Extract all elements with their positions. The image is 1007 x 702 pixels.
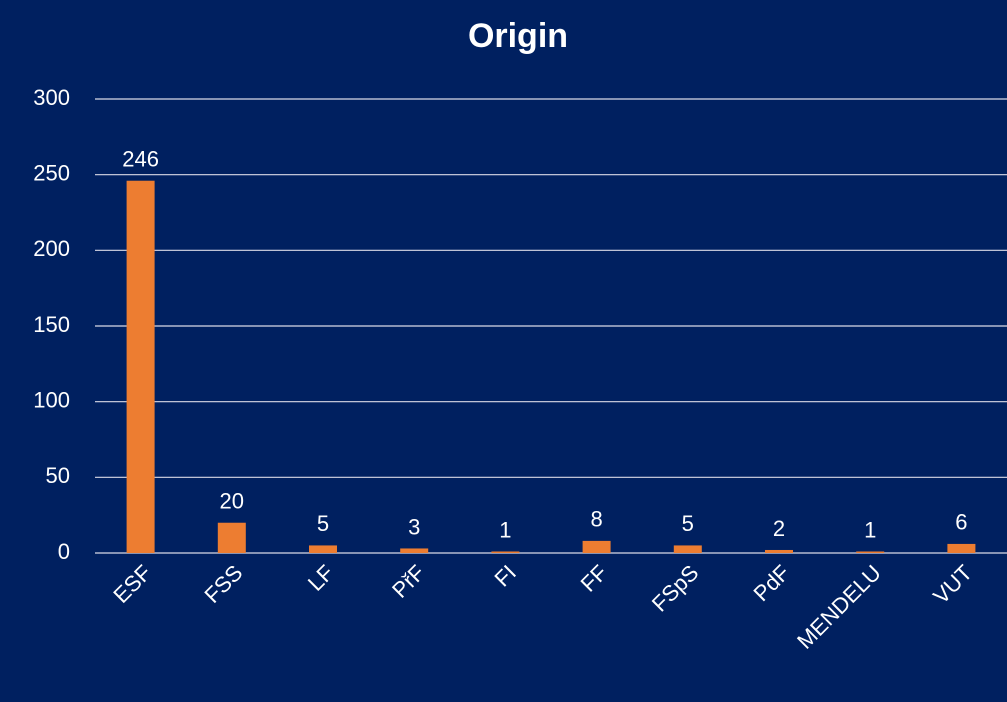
- y-tick-label: 0: [58, 539, 70, 564]
- y-tick-label: 300: [33, 85, 70, 110]
- bar: [126, 180, 155, 553]
- bar: [765, 549, 793, 553]
- y-tick-label: 150: [33, 312, 70, 337]
- bar: [491, 551, 520, 553]
- data-label: 246: [122, 147, 159, 172]
- bar: [582, 540, 611, 553]
- data-label: 2: [773, 516, 785, 541]
- data-label: 20: [220, 489, 244, 514]
- data-label: 6: [955, 510, 967, 535]
- y-tick-label: 100: [33, 387, 70, 412]
- y-tick-label: 50: [46, 463, 70, 488]
- y-tick-label: 200: [33, 236, 70, 261]
- bar: [217, 522, 246, 553]
- data-label: 8: [590, 507, 602, 532]
- bar: [673, 545, 702, 553]
- data-label: 1: [499, 517, 511, 542]
- bar: [947, 543, 976, 553]
- data-label: 1: [864, 517, 876, 542]
- bar: [400, 548, 429, 553]
- data-label: 5: [682, 511, 694, 536]
- data-label: 5: [317, 511, 329, 536]
- chart-title: Origin: [468, 17, 568, 55]
- y-tick-label: 250: [33, 160, 70, 185]
- data-label: 3: [408, 514, 420, 539]
- bar: [856, 551, 885, 553]
- bar: [309, 545, 337, 553]
